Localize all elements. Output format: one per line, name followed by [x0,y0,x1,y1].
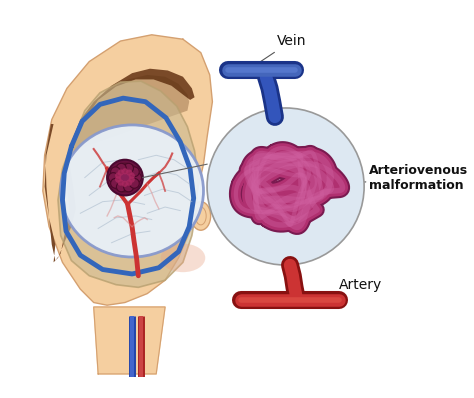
Circle shape [124,182,134,192]
Text: Artery: Artery [337,278,383,298]
Circle shape [117,163,126,173]
Circle shape [122,181,128,187]
Circle shape [118,179,124,186]
Circle shape [126,179,132,186]
Circle shape [129,167,139,177]
Circle shape [110,163,139,192]
Circle shape [128,173,135,179]
Circle shape [115,176,121,183]
Polygon shape [73,75,189,151]
Circle shape [107,160,143,195]
Polygon shape [58,81,198,287]
Circle shape [124,163,134,173]
Circle shape [110,167,120,177]
Circle shape [122,168,128,174]
Circle shape [207,108,364,265]
Circle shape [110,178,120,188]
Circle shape [132,173,141,183]
Circle shape [114,167,136,188]
Circle shape [109,173,118,183]
Polygon shape [45,69,194,262]
Text: Vein: Vein [252,34,306,67]
Circle shape [117,182,126,192]
Circle shape [118,170,124,176]
Ellipse shape [61,125,203,257]
Text: Arteriovenous
malformation: Arteriovenous malformation [364,164,468,191]
Ellipse shape [191,202,210,230]
Circle shape [128,176,135,183]
Polygon shape [43,35,212,305]
Circle shape [126,170,132,176]
Circle shape [115,172,121,179]
Ellipse shape [161,244,205,272]
Polygon shape [94,307,165,374]
Circle shape [129,178,139,188]
